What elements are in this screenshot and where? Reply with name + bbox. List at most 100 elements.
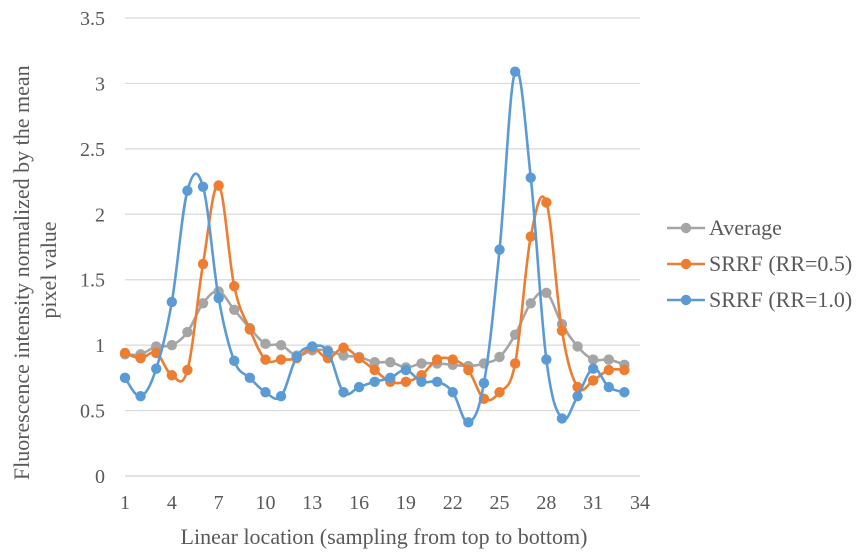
data-point (307, 341, 318, 352)
data-point (494, 244, 505, 255)
data-point (416, 376, 427, 387)
x-tick-label: 25 (490, 492, 510, 514)
data-point (572, 341, 583, 352)
legend-swatch-marker (680, 294, 692, 306)
data-point (619, 364, 630, 376)
data-point (463, 417, 474, 428)
data-point (291, 351, 302, 363)
data-point (400, 364, 412, 376)
data-point (166, 296, 178, 308)
data-point (541, 354, 552, 365)
data-point (353, 353, 365, 364)
x-tick-label: 28 (536, 492, 556, 514)
x-axis-ticks: 1 4 7 10 13 16 19 22 25 28 31 34 (120, 492, 650, 514)
data-point (463, 364, 474, 376)
data-point (572, 390, 583, 402)
data-point (447, 387, 458, 398)
data-point (603, 364, 614, 376)
legend-label: Average (709, 215, 782, 240)
y-axis-title: Fluorescence intensity normalized by the… (9, 60, 61, 480)
data-point (556, 325, 568, 336)
x-tick-label: 19 (396, 492, 416, 514)
data-point (619, 387, 630, 398)
data-point (213, 292, 224, 304)
data-point (509, 358, 521, 369)
data-point (369, 376, 380, 387)
data-point (509, 66, 521, 77)
data-point (166, 339, 178, 351)
data-point (275, 339, 287, 351)
x-tick-label: 7 (214, 492, 224, 514)
y-tick-label: 2.5 (80, 139, 105, 161)
data-point (556, 413, 568, 424)
y-tick-label: 3 (95, 73, 105, 95)
data-point (260, 338, 271, 350)
data-point (275, 354, 287, 365)
series-1 (119, 286, 630, 373)
x-tick-label: 10 (255, 492, 275, 514)
data-point (197, 258, 209, 270)
data-point (338, 387, 349, 398)
y-tick-label: 2 (95, 204, 105, 226)
data-point (400, 376, 412, 387)
data-point (119, 347, 131, 359)
data-point (182, 185, 193, 196)
data-point (182, 326, 193, 338)
data-point (369, 364, 380, 376)
data-point (525, 298, 536, 309)
data-point (385, 372, 396, 384)
data-point (213, 180, 224, 191)
x-axis-title: Linear location (sampling from top to bo… (181, 524, 588, 549)
data-point (587, 363, 599, 374)
data-point (197, 298, 209, 309)
series-lines (119, 66, 630, 428)
data-point (151, 363, 162, 374)
data-point (229, 304, 240, 316)
data-point (260, 354, 271, 365)
data-point (541, 197, 552, 208)
data-point (431, 354, 443, 365)
legend-item: SRRF (RR=1.0) (667, 287, 852, 312)
y-tick-label: 0.5 (80, 401, 105, 423)
data-point (135, 390, 146, 402)
legend-label: SRRF (RR=0.5) (709, 251, 852, 276)
data-point (135, 353, 146, 364)
data-point (322, 346, 334, 357)
x-tick-label: 31 (583, 492, 603, 514)
data-point (353, 381, 365, 393)
data-point (275, 390, 287, 402)
data-point (182, 364, 193, 376)
data-point (603, 354, 614, 365)
data-point (494, 387, 505, 398)
data-point (229, 281, 240, 292)
data-point (447, 354, 458, 365)
legend: Average SRRF (RR=0.5) SRRF (RR=1.0) (667, 215, 852, 312)
data-point (229, 355, 240, 367)
data-point (525, 231, 536, 242)
data-point (587, 375, 599, 386)
x-tick-label: 22 (443, 492, 463, 514)
data-point (151, 347, 162, 359)
data-point (385, 356, 396, 368)
y-axis-ticks: 0 0.5 1 1.5 2 2.5 3 3.5 (80, 8, 105, 488)
y-tick-label: 1 (95, 335, 105, 357)
y-axis-title-line1: Fluorescence intensity normalized by the… (9, 65, 34, 480)
y-tick-label: 1.5 (80, 270, 105, 292)
y-tick-label: 0 (95, 466, 105, 488)
data-point (166, 370, 178, 381)
data-point (603, 381, 614, 393)
x-tick-label: 13 (302, 492, 322, 514)
x-tick-label: 4 (167, 492, 177, 514)
data-point (244, 324, 256, 335)
data-point (431, 376, 443, 387)
x-tick-label: 34 (630, 492, 650, 514)
series-line (123, 68, 625, 424)
legend-label: SRRF (RR=1.0) (709, 287, 852, 312)
data-point (478, 377, 490, 389)
y-tick-label: 3.5 (80, 8, 105, 30)
data-point (338, 350, 349, 361)
data-point (587, 354, 599, 365)
data-point (197, 181, 209, 193)
x-tick-label: 1 (120, 492, 130, 514)
gridlines (125, 17, 640, 412)
